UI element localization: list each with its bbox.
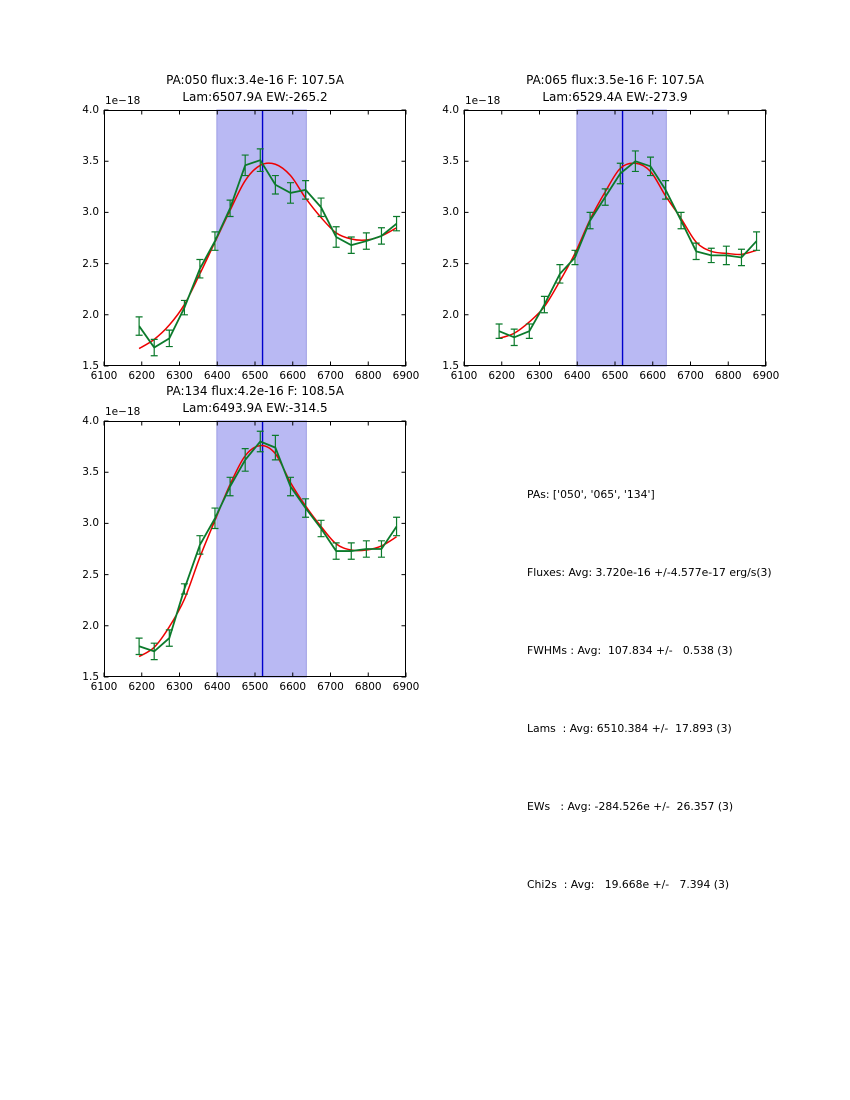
x-tick-label: 6700 <box>677 370 704 382</box>
x-tick-label: 6100 <box>90 681 118 693</box>
y-tick-label: 4.0 <box>82 104 99 116</box>
subplot-title-line1: PA:134 flux:4.2e-16 F: 108.5A <box>166 384 344 398</box>
error-bars <box>135 148 401 357</box>
fit-window-band <box>216 109 307 367</box>
x-tick-label: 6900 <box>392 681 420 693</box>
spectrum-data-line <box>498 160 758 339</box>
error-bars <box>135 430 401 661</box>
y-tick-label: 2.0 <box>82 308 99 321</box>
x-tick-label: 6700 <box>317 681 344 693</box>
plot-area <box>103 420 407 678</box>
x-tick-label: 6400 <box>203 370 231 382</box>
subplot-title-line2: Lam:6493.9A EW:-314.5 <box>182 401 328 415</box>
y-tick-label: 4.0 <box>82 415 99 427</box>
stats-line-ews: EWs : Avg: -284.526e +/- 26.357 (3) <box>527 800 734 813</box>
y-tick-label: 4.0 <box>442 104 459 116</box>
y-axis-tick-labels: 1.5 2.0 2.5 3.0 3.5 4.0 <box>419 104 459 372</box>
y-tick-label: 3.5 <box>82 155 99 168</box>
y-tick-label: 3.0 <box>82 517 99 530</box>
axes-frame <box>104 110 406 366</box>
subplot-title-line1: PA:065 flux:3.5e-16 F: 107.5A <box>526 73 704 87</box>
y-tick-label: 2.0 <box>82 619 99 632</box>
y-axis-offset-label: 1e−18 <box>465 95 501 107</box>
subplot-pa134: PA:134 flux:4.2e-16 F: 108.5A Lam:6493.9… <box>82 384 419 693</box>
x-tick-label: 6500 <box>241 370 269 382</box>
gaussian-fit-curve <box>138 162 397 350</box>
fit-window-band <box>216 420 307 678</box>
stats-line-pas: PAs: ['050', '065', '134'] <box>527 488 655 501</box>
y-axis-offset-label: 1e−18 <box>105 95 141 107</box>
y-tick-label: 2.5 <box>82 568 99 581</box>
plot-area <box>103 109 407 367</box>
y-tick-label: 3.5 <box>82 466 99 479</box>
x-tick-label: 6500 <box>601 370 629 382</box>
x-tick-label: 6600 <box>279 681 307 693</box>
y-tick-label: 2.5 <box>442 257 459 270</box>
error-bars <box>495 150 761 347</box>
stats-line-chi2s: Chi2s : Avg: 19.668e +/- 7.394 (3) <box>527 878 730 891</box>
y-tick-label: 2.0 <box>442 308 459 321</box>
x-tick-label: 6100 <box>450 370 478 382</box>
x-tick-label: 6800 <box>714 370 742 382</box>
x-tick-label: 6600 <box>639 370 667 382</box>
x-tick-label: 6700 <box>317 370 344 382</box>
subplot-pa065: PA:065 flux:3.5e-16 F: 107.5A Lam:6529.4… <box>442 73 779 382</box>
x-tick-label: 6200 <box>488 370 516 382</box>
x-tick-label: 6300 <box>166 681 193 693</box>
x-axis-tick-labels: 6100 6200 6300 6400 6500 6600 6700 6800 6900 <box>451 370 780 383</box>
y-tick-label: 3.5 <box>442 155 459 168</box>
x-tick-label: 6900 <box>752 370 780 382</box>
x-tick-label: 6600 <box>279 370 307 382</box>
y-tick-label: 1.5 <box>82 671 99 683</box>
y-tick-label: 1.5 <box>442 360 459 372</box>
y-axis-tick-labels: 1.5 2.0 2.5 3.0 3.5 4.0 <box>59 415 99 683</box>
x-axis-tick-labels: 6100 6200 6300 6400 6500 6600 6700 6800 6900 <box>91 681 420 694</box>
stats-panel: PAs: ['050', '065', '134'] Fluxes: Avg: … <box>527 430 772 950</box>
y-tick-label: 1.5 <box>82 360 99 372</box>
x-axis-tick-labels: 6100 6200 6300 6400 6500 6600 6700 6800 6900 <box>91 370 420 383</box>
x-tick-label: 6400 <box>563 370 591 382</box>
y-axis-tick-labels: 1.5 2.0 2.5 3.0 3.5 4.0 <box>59 104 99 372</box>
y-tick-label: 3.0 <box>442 206 459 219</box>
x-tick-label: 6300 <box>526 370 553 382</box>
y-tick-label: 2.5 <box>82 257 99 270</box>
stats-line-fwhms: FWHMs : Avg: 107.834 +/- 0.538 (3) <box>527 644 733 657</box>
y-axis-offset-label: 1e−18 <box>105 406 141 418</box>
x-tick-label: 6100 <box>90 370 118 382</box>
spectrum-data-line <box>138 159 398 349</box>
x-tick-label: 6200 <box>128 370 156 382</box>
spectrum-data-line <box>138 440 398 653</box>
x-tick-label: 6300 <box>166 370 193 382</box>
x-tick-label: 6800 <box>354 370 382 382</box>
stats-line-lams: Lams : Avg: 6510.384 +/- 17.893 (3) <box>527 722 732 735</box>
subplot-pa050: PA:050 flux:3.4e-16 F: 107.5A Lam:6507.9… <box>82 73 419 382</box>
subplot-title-line2: Lam:6507.9A EW:-265.2 <box>182 90 328 104</box>
y-tick-label: 3.0 <box>82 206 99 219</box>
stats-line-fluxes: Fluxes: Avg: 3.720e-16 +/-4.577e-17 erg/… <box>527 566 772 579</box>
x-tick-label: 6800 <box>354 681 382 693</box>
x-tick-label: 6500 <box>241 681 269 693</box>
subplot-title-line2: Lam:6529.4A EW:-273.9 <box>542 90 688 104</box>
axes-frame <box>464 110 766 366</box>
plot-area <box>463 109 767 367</box>
fit-window-band <box>576 109 667 367</box>
x-tick-label: 6400 <box>203 681 231 693</box>
x-tick-label: 6900 <box>392 370 420 382</box>
subplot-title-line1: PA:050 flux:3.4e-16 F: 107.5A <box>166 73 344 87</box>
x-tick-label: 6200 <box>128 681 156 693</box>
axes-frame <box>104 421 406 677</box>
